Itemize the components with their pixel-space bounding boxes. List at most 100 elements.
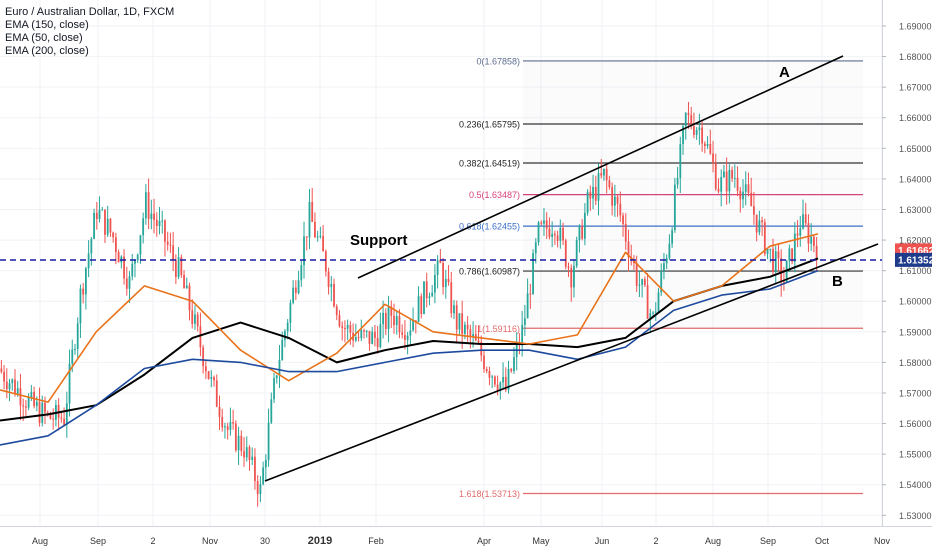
candle-body (106, 218, 109, 235)
x-tick-label-13: Oct (815, 536, 830, 546)
candle-body (420, 296, 423, 314)
candle-body (450, 282, 453, 314)
candle-body (243, 451, 245, 458)
y-tick-label-0: 1.69000 (899, 21, 932, 31)
candle-body (333, 284, 335, 307)
candle-body (25, 406, 27, 408)
candle-body (76, 323, 79, 349)
candle-body (406, 335, 409, 340)
candle-body (780, 258, 783, 282)
candle-body (657, 292, 660, 312)
candle-body (90, 238, 93, 254)
candle-body (303, 236, 305, 266)
candle-body (676, 178, 679, 185)
indicator-ema-150[interactable]: EMA (150, close) (5, 19, 89, 31)
grid-lines (0, 0, 883, 526)
candle-body (153, 213, 155, 220)
candle-body (793, 233, 796, 262)
candle-body (174, 259, 177, 277)
candle-body (613, 196, 616, 206)
candle-body (19, 388, 22, 406)
candle-body (169, 244, 172, 246)
candle-body (142, 218, 145, 236)
candle-body (93, 212, 95, 239)
candle-body (357, 336, 360, 339)
candle-body (281, 339, 284, 360)
candle-body (483, 355, 485, 370)
candle-body (8, 383, 11, 390)
indicator-ema-200[interactable]: EMA (200, close) (5, 45, 89, 57)
indicator-ema-50[interactable]: EMA (50, close) (5, 32, 83, 44)
candle-body (101, 209, 104, 211)
candle-body (363, 330, 365, 332)
candle-body (815, 245, 818, 260)
candle-body (755, 214, 758, 233)
candle-body (185, 285, 188, 289)
symbol-title: Euro / Australian Dollar, 1D, FXCM (5, 6, 175, 18)
y-tick-label-14: 1.55000 (899, 450, 932, 460)
candle-body (788, 248, 791, 261)
candle-body (761, 220, 764, 223)
candle-body (654, 311, 657, 313)
candle-body (619, 203, 622, 216)
fibonacci-retracement[interactable]: 0(1.67858) 0.236(1.65795) 0.382(1.64519) 0.… (459, 56, 863, 499)
candle-body (341, 326, 344, 329)
candle-body (248, 447, 251, 460)
candle-body (166, 241, 169, 245)
candle-body (354, 336, 357, 341)
candle-body (455, 305, 458, 330)
candle-body (611, 187, 614, 206)
candle-body (733, 177, 736, 179)
candle-body (807, 223, 810, 244)
candle-body (109, 218, 112, 233)
y-tick-label-12: 1.57000 (899, 388, 932, 398)
y-tick-label-9: 1.60000 (899, 297, 932, 307)
candle-body (507, 368, 510, 390)
candle-body (204, 366, 207, 372)
candle-body (706, 144, 709, 147)
candle-body (477, 340, 480, 343)
y-tick-label-4: 1.65000 (899, 144, 932, 154)
candle-body (769, 248, 772, 250)
candle-body (379, 324, 382, 348)
candle-body (3, 371, 5, 382)
candle-body (327, 271, 330, 287)
fib-label-5: 0.786(1.60987) (459, 267, 520, 277)
candle-body (63, 418, 65, 425)
candle-body (292, 287, 295, 303)
candle-body (213, 377, 215, 381)
candle-body (232, 422, 235, 424)
candle-body (649, 313, 652, 319)
candle-body (117, 252, 120, 263)
candle-body (444, 278, 447, 287)
channel-upper-line[interactable] (357, 55, 844, 279)
candle-body (466, 324, 469, 330)
candle-body (813, 236, 815, 246)
x-tick-label-3: Nov (202, 536, 219, 546)
candle-body (463, 324, 466, 334)
candle-body (412, 320, 414, 331)
y-tick-label-10: 1.59000 (899, 327, 932, 337)
candle-body (521, 324, 524, 346)
candle-body (586, 191, 589, 213)
y-tick-label-7: 1.62000 (899, 236, 932, 246)
candle-body (22, 405, 25, 407)
price-tag-label: 1.61662 (898, 246, 932, 257)
candle-body (665, 258, 668, 264)
y-tick-label-8: 1.61000 (899, 266, 932, 276)
candle-body (60, 417, 63, 419)
candle-body (199, 326, 202, 348)
candle-body (286, 322, 289, 332)
candle-body (428, 296, 431, 299)
support-label: Support (350, 232, 408, 249)
channel-lower-line[interactable] (264, 243, 879, 482)
candle-body (264, 459, 267, 468)
candle-body (717, 188, 720, 192)
candle-body (731, 169, 734, 179)
y-tick-label-16: 1.53000 (899, 511, 932, 521)
candle-body (774, 251, 777, 272)
trend-drawings[interactable]: Support A B (0, 55, 882, 482)
candle-body (608, 180, 611, 188)
candle-body (335, 306, 338, 316)
